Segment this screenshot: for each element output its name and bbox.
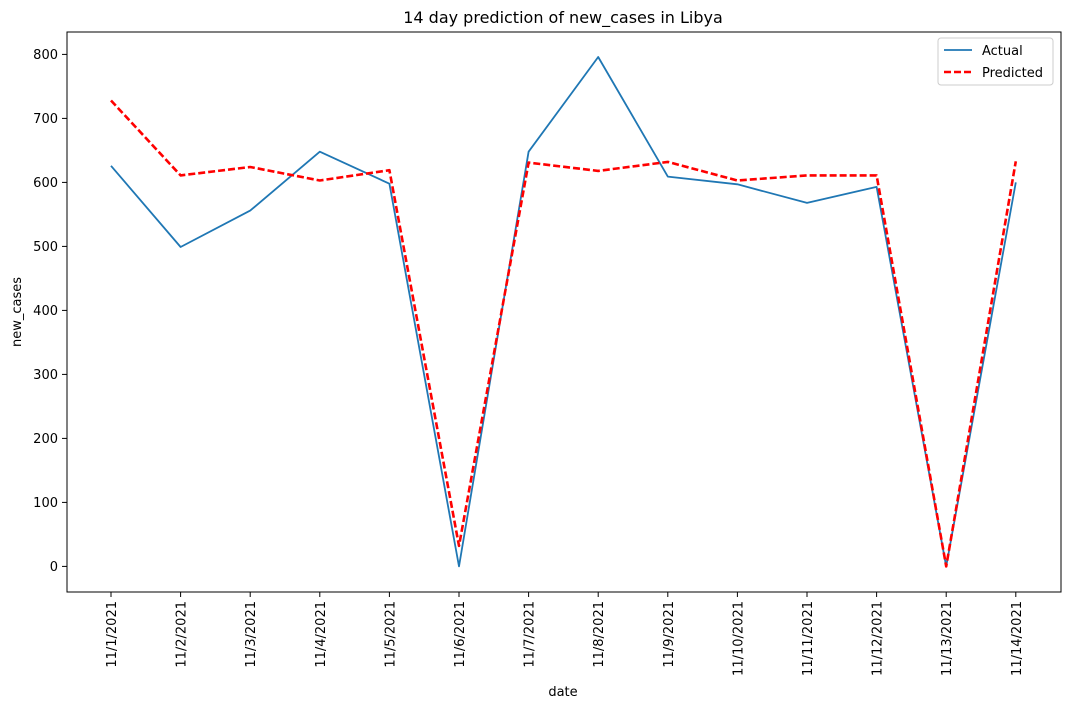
series-line-predicted (110, 99, 1018, 568)
series-line-actual (110, 56, 1017, 568)
y-tick-label: 200 (33, 432, 58, 447)
x-tick-label: 11/14/2021 (1010, 601, 1025, 676)
x-tick-label: 11/9/2021 (662, 601, 677, 668)
y-tick-label: 800 (33, 48, 58, 63)
legend: Actual Predicted (937, 37, 1054, 86)
y-tick-label: 300 (33, 368, 58, 383)
y-tick-label: 600 (33, 176, 58, 191)
legend-label-actual: Actual (982, 44, 1023, 59)
x-tick-label: 11/1/2021 (105, 601, 120, 668)
x-axis: 11/1/2021 11/2/2021 11/3/2021 11/4/2021 11/5… (105, 592, 1025, 676)
x-tick-label: 11/2/2021 (175, 601, 190, 668)
x-tick-label: 11/6/2021 (453, 601, 468, 668)
chart-title: 14 day prediction of new_cases in Libya (403, 8, 723, 28)
y-tick-label: 700 (33, 112, 58, 127)
x-axis-label: date (548, 685, 577, 700)
x-tick-label: 11/5/2021 (383, 601, 398, 668)
x-tick-label: 11/12/2021 (871, 601, 886, 676)
x-tick-label: 11/10/2021 (731, 601, 746, 676)
y-axis-label: new_cases (10, 277, 25, 347)
y-tick-label: 500 (33, 240, 58, 255)
x-tick-label: 11/4/2021 (314, 601, 329, 668)
x-tick-label: 11/8/2021 (592, 601, 607, 668)
y-tick-label: 100 (33, 496, 58, 511)
series-layer (110, 56, 1018, 568)
y-tick-label: 400 (33, 304, 58, 319)
x-tick-label: 11/3/2021 (244, 601, 259, 668)
legend-label-predicted: Predicted (982, 66, 1043, 81)
plot-area (66, 31, 1062, 593)
y-axis: 0 100 200 300 400 500 600 700 800 (33, 48, 67, 575)
x-tick-label: 11/7/2021 (523, 601, 538, 668)
y-tick-label: 0 (50, 560, 58, 575)
x-tick-label: 11/11/2021 (801, 601, 816, 676)
x-tick-label: 11/13/2021 (940, 601, 955, 676)
